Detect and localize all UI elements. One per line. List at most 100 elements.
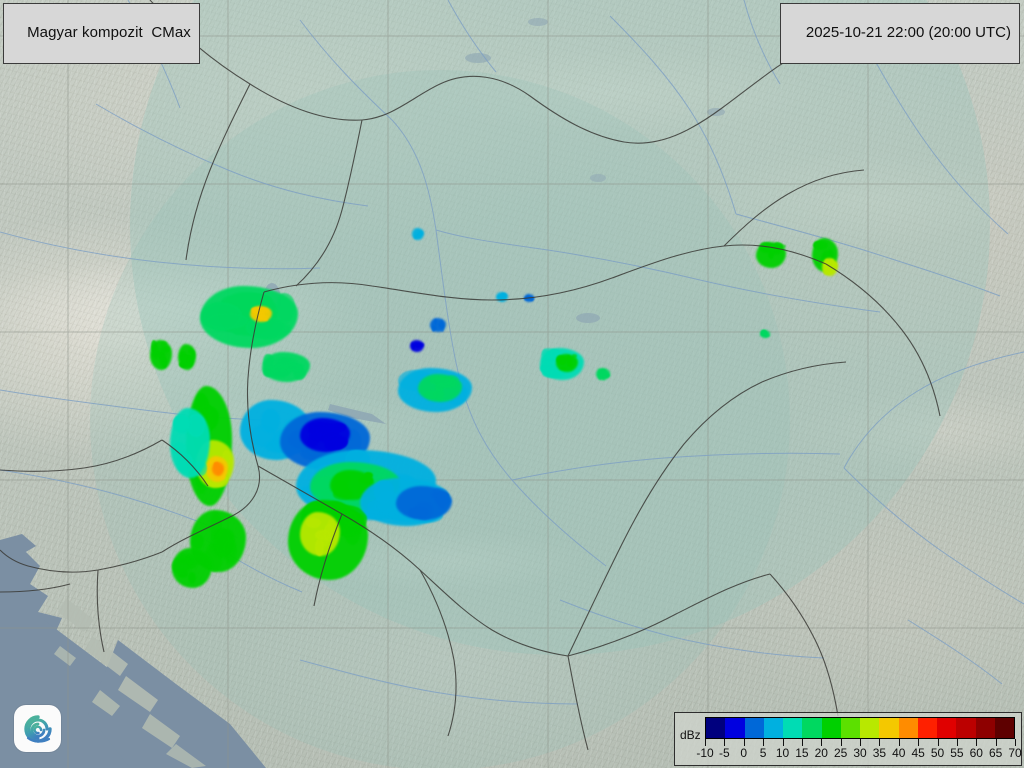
colorbar-swatch-3 [763,718,783,738]
radar-echo-speckle [825,270,834,275]
radar-echo-speckle [215,474,221,481]
radar-echo-speckle [432,325,436,332]
radar-echo-speckle [179,361,188,368]
colorbar-tick-16 [1015,739,1016,746]
colorbar-tick-3 [763,739,765,746]
radar-echo-speckle [283,364,303,372]
radar-echo-speckle [763,330,767,336]
colorbar-swatch-13 [956,718,976,738]
radar-echo-speckle [324,441,337,451]
radar-echo-speckle [278,357,292,368]
radar-echo-speckle [306,518,321,529]
dbz-colorbar-legend: dBz -10 -5 0 5 10 15 20 25 30 35 40 45 50 55 60 65 70 [674,712,1022,766]
radar-echo-speckle [545,349,559,360]
radar-echo-speckle [262,365,274,377]
radar-echo-speckle [207,313,248,329]
radar-echo-speckle [214,528,235,558]
radar-echo-speckle [186,357,194,367]
colorbar-ticks [705,739,1016,746]
radar-echo-speckle [419,342,424,348]
radar-echo-speckle [192,533,204,550]
colorbar-tick-label-3: 5 [759,746,767,760]
radar-echo-speckle [598,369,602,375]
radar-echo-speckle [566,358,573,364]
radar-echo-speckle [270,364,286,372]
radar-echo-speckle [221,449,231,470]
radar-echo-speckle [434,384,445,392]
colorbar-tick-15 [995,739,997,746]
timestamp-text: 2025-10-21 22:00 (20:00 UTC) [805,24,1011,41]
colorbar-swatch-8 [860,718,880,738]
colorbar-tick-10 [898,739,900,746]
colorbar-swatch-11 [917,718,937,738]
swirl-icon [23,714,52,743]
radar-echo-speckle [815,241,828,250]
radar-echo-speckle [246,315,285,339]
colorbar-tick-label-6: 20 [814,746,828,760]
colorbar-tick-label-12: 50 [930,746,945,760]
radar-echo-speckle [333,488,353,500]
radar-echo-speckle [181,355,187,361]
radar-echo-speckle [601,371,607,376]
colorbar-tick-label-13: 55 [950,746,964,760]
colorbar-tick-label-2: 0 [740,746,748,760]
radar-echo-speckle [566,363,573,367]
colorbar-tick-7 [840,739,842,746]
radar-echo-speckle [364,471,373,480]
colorbar-tick-label-8: 30 [853,746,867,760]
radar-echo-speckle [768,249,775,260]
radar-echo-speckle [498,295,504,298]
radar-echo-speckle [413,343,420,347]
radar-echo-speckle [217,467,224,473]
radar-echo-speckle [306,435,320,448]
colorbar-tick-2 [743,739,745,746]
radar-echo-speckle [529,296,534,301]
radar-echo-speckle [221,464,227,476]
colorbar-swatch-6 [821,718,841,738]
radar-echo-speckle [501,292,506,297]
hungaromet-logo[interactable] [14,705,61,752]
radar-echo-speckle [556,354,566,364]
radar-echo-speckle [172,557,191,576]
colorbar-tick-13 [956,739,958,746]
radar-echo-speckle [259,307,270,315]
timestamp-box: 2025-10-21 22:00 (20:00 UTC) [780,3,1020,64]
radar-echo-speckle [193,461,207,477]
radar-echo-speckle [188,347,194,355]
radar-echo-speckle [417,234,421,239]
colorbar-tick-4 [782,739,784,746]
radar-echo-speckle [439,319,443,327]
radar-echo-speckle [188,572,196,585]
colorbar-tick-1 [724,739,726,746]
colorbar-tick-label-5: 15 [795,746,809,760]
radar-echo-speckle [187,414,206,438]
colorbar-tick-label-0: -10 [696,746,714,760]
radar-echo-speckle [196,471,208,494]
radar-echo-speckle [160,340,167,347]
colorbar-tick-5 [801,739,803,746]
radar-echo-speckle [172,415,190,431]
colorbar-swatch-1 [725,718,745,738]
colorbar-swatch-12 [937,718,957,738]
colorbar-tick-9 [879,739,881,746]
radar-echo-speckle [187,560,197,569]
colorbar-tick-label-7: 25 [833,746,848,760]
radar-echo-speckle [597,373,602,380]
colorbar-tick-8 [860,739,861,746]
colorbar-tick-label-14: 60 [969,746,983,760]
colorbar-swatch-2 [744,718,764,738]
colorbar-tick-label-4: 10 [775,746,790,760]
radar-echo-speckle [173,441,187,455]
radar-echo-speckle [435,377,457,388]
colorbar-swatch-5 [802,718,822,738]
product-title-box: Magyar kompozit CMax [3,3,200,64]
legend-unit-label: dBz [680,728,701,742]
radar-echo-speckle [543,356,556,364]
radar-echo-speckle [760,331,766,335]
colorbar-swatch-7 [840,718,860,738]
radar-echo-speckle [433,388,445,401]
radar-echo-speckle [763,333,767,338]
